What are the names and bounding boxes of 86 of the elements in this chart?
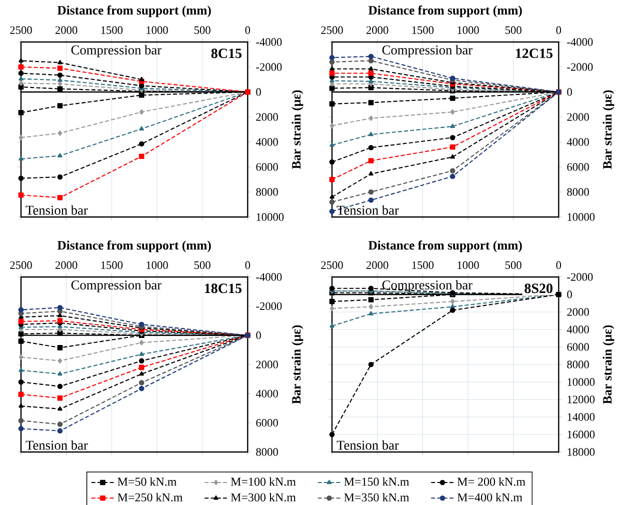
chart-title: 8S20 [524,284,552,294]
x-axis-title: Distance from support (mm) [368,240,522,252]
legend-label: M=100 kN.m [230,477,296,486]
y-tick-label: 12000 [568,396,595,404]
x-tick-label: 0 [245,26,250,34]
y-tick-label: -2000 [567,63,593,71]
y-tick-label: -2000 [567,273,593,281]
y-tick-label: 6000 [256,163,278,171]
annotation: Tension bar [26,440,88,450]
x-tick-label: 500 [505,261,522,269]
y-tick-label: -4000 [256,38,282,46]
x-tick-label: 2000 [366,26,388,34]
x-tick-label: 500 [194,26,210,34]
x-tick-label: 1000 [146,26,168,34]
y-axis-title: Bar strain (με) [602,90,614,169]
y-tick-label: 4000 [256,390,278,398]
y-tick-label: 8000 [567,360,589,368]
y-tick-label: -2000 [256,302,282,310]
y-tick-label: 10000 [256,213,284,221]
legend-label: M= 200 kN.m [457,477,526,486]
y-tick-label: 0 [567,290,572,298]
x-tick-label: 500 [194,261,210,269]
y-tick-label: 4000 [566,326,589,334]
x-tick-label: 2500 [321,26,343,34]
legend-label: M=250 kN.m [118,492,183,502]
y-tick-label: 0 [256,332,261,340]
x-axis-title: Distance from support (mm) [368,6,522,18]
chart-title: 12C15 [516,48,552,58]
x-tick-label: 1500 [412,261,434,269]
y-tick-label: 2000 [567,308,589,316]
y-tick-label: 2000 [256,113,278,121]
y-tick-label: -4000 [567,38,593,46]
x-tick-label: 500 [505,26,522,34]
annotation: Compression bar [71,280,162,292]
y-tick-label: 8000 [256,188,278,196]
y-tick-label: 6000 [567,343,589,351]
x-tick-label: 0 [556,261,562,269]
annotation: Compression bar [382,45,472,58]
y-axis-title: Bar strain (με) [292,325,304,404]
legend-label: M=50 kN.m [118,477,177,486]
y-tick-label: 8000 [256,448,278,456]
annotation: Compression bar [71,45,162,58]
annotation: Tension bar [336,440,399,450]
y-tick-label: 18000 [568,448,595,456]
y-axis-title: Bar strain (με) [292,90,304,169]
x-tick-label: 1000 [458,26,479,34]
x-tick-label: 2500 [10,261,32,269]
y-tick-label: 4000 [256,138,278,146]
y-tick-label: 6000 [567,163,589,171]
y-tick-label: 2000 [567,113,589,121]
legend-label: M=150 kN.m [344,477,410,486]
y-tick-label: 2000 [256,360,278,368]
y-tick-label: 10000 [568,213,595,221]
y-tick-label: 16000 [568,430,595,438]
x-tick-label: 2000 [366,261,388,269]
x-tick-label: 1500 [412,26,434,34]
x-tick-label: 2000 [56,26,78,34]
x-tick-label: 1000 [146,261,168,269]
legend-label: M=300 kN.m [230,492,296,502]
x-tick-label: 2500 [10,26,32,34]
annotation: Tension bar [26,205,88,215]
y-tick-label: 8000 [567,188,589,196]
legend-label: M=350 kN.m [344,492,410,502]
x-tick-label: 0 [556,26,562,34]
legend-label: M=400 kN.m [457,492,522,502]
y-tick-label: -2000 [256,63,282,71]
x-tick-label: 2000 [56,261,78,269]
y-tick-label: 0 [256,88,261,96]
y-tick-label: 0 [567,88,572,96]
chart-title: 8C15 [211,48,242,58]
chart-title: 18C15 [205,284,242,294]
x-tick-label: 1000 [458,261,479,269]
x-axis-title: Distance from support (mm) [57,240,211,252]
x-axis-title: Distance from support (mm) [57,6,211,18]
y-tick-label: 6000 [256,419,278,427]
x-tick-label: 1500 [101,26,123,34]
x-tick-label: 1500 [101,261,123,269]
annotation: Compression bar [382,280,472,292]
y-tick-label: 14000 [568,413,595,421]
y-tick-label: 4000 [566,138,589,146]
x-tick-label: 0 [245,261,250,269]
y-tick-label: 10000 [568,378,595,386]
y-axis-title: Bar strain (με) [602,325,614,404]
x-tick-label: 2500 [321,261,343,269]
y-tick-label: -4000 [256,273,282,281]
annotation: Tension bar [336,205,399,215]
